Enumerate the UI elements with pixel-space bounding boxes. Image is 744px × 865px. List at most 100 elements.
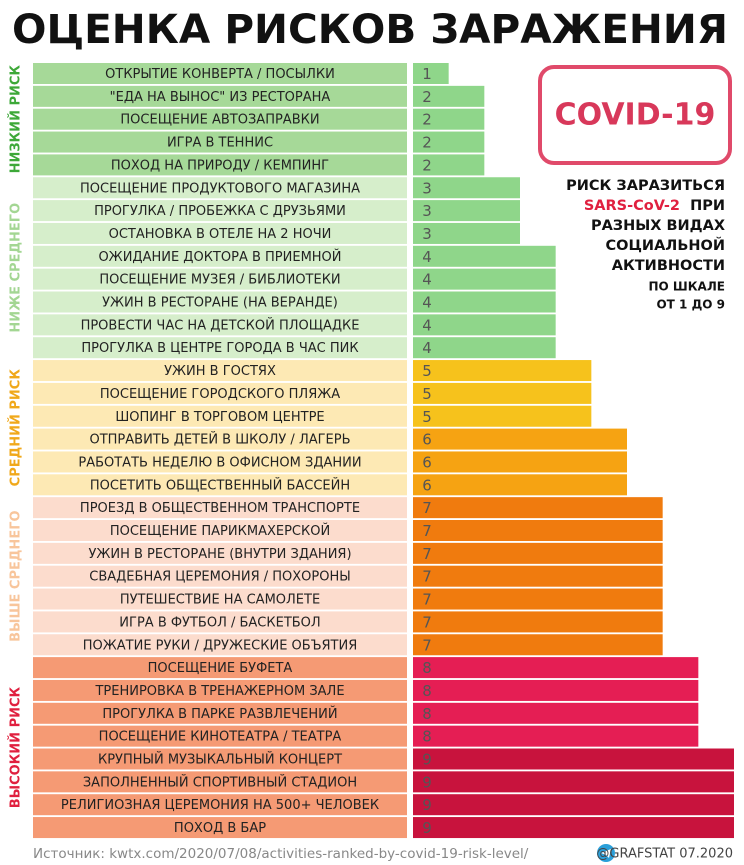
row-label: ПОЖАТИЕ РУКИ / ДРУЖЕСКИЕ ОБЪЯТИЯ [83,638,358,653]
row-label-bg [33,817,407,839]
row-label: ПРОГУЛКА В ПАРКЕ РАЗВЛЕЧЕНИЙ [102,706,337,722]
value-label: 3 [422,179,432,197]
row-label: ОСТАНОВКА В ОТЕЛЕ НА 2 НОЧИ [109,227,332,242]
row-label: ПРОВЕСТИ ЧАС НА ДЕТСКОЙ ПЛОЩАДКЕ [81,317,360,333]
row-label-bg [33,565,407,587]
row-label-bg [33,428,407,450]
group-label: ВЫСОКИЙ РИСК [8,686,24,808]
value-label: 3 [422,225,432,243]
bar [413,382,592,404]
value-label: 5 [422,408,432,426]
row-label-bg [33,382,407,404]
row-label-bg [33,360,407,382]
value-label: 6 [422,431,432,449]
value-label: 7 [422,499,432,517]
bar [413,451,627,473]
value-label: 4 [422,248,432,266]
row-label: ПОХОД В БАР [174,821,266,836]
row-label-bg [33,200,407,222]
group-label: ВЫШЕ СРЕДНЕГО [9,510,24,641]
value-label: 6 [422,453,432,471]
value-label: 4 [422,316,432,334]
row-label: СВАДЕБНАЯ ЦЕРЕМОНИЯ / ПОХОРОНЫ [89,570,350,585]
value-label: 4 [422,339,432,357]
bar [413,428,627,450]
scale-note: ПО ШКАЛЕ [648,280,725,294]
row-label: ПОСЕЩЕНИЕ ПАРИКМАХЕРСКОЙ [110,523,330,539]
value-label: 5 [422,385,432,403]
value-label: 8 [422,659,432,677]
bar [413,245,556,267]
row-label-bg [33,222,407,244]
note-line: АКТИВНОСТИ [612,258,725,274]
row-label-bg [33,268,407,290]
bar [413,131,485,153]
row-label-bg [33,245,407,267]
value-label: 9 [422,751,432,769]
value-label: 5 [422,362,432,380]
row-label: ОТКРЫТИЕ КОНВЕРТА / ПОСЫЛКИ [105,67,335,82]
bar [413,542,663,564]
row-label-bg [33,63,407,84]
value-label: 4 [422,294,432,312]
value-label: 8 [422,705,432,723]
row-label: ПРОГУЛКА В ЦЕНТРЕ ГОРОДА В ЧАС ПИК [81,341,358,356]
row-label: ПУТЕШЕСТВИЕ НА САМОЛЕТЕ [120,593,320,608]
group-label: НИЗКИЙ РИСК [8,65,24,174]
row-label: ПОСЕЩЕНИЕ ГОРОДСКОГО ПЛЯЖА [100,387,340,402]
value-label: 4 [422,271,432,289]
bar [413,771,734,793]
row-label: УЖИН В РЕСТОРАНЕ (НА ВЕРАНДЕ) [102,296,338,311]
row-label: УЖИН В ГОСТЯХ [164,364,276,379]
note-line: ПРИ [690,198,725,214]
row-label: РЕЛИГИОЗНАЯ ЦЕРЕМОНИЯ НА 500+ ЧЕЛОВЕК [61,798,379,813]
row-label: КРУПНЫЙ МУЗЫКАЛЬНЫЙ КОНЦЕРТ [98,752,342,768]
note-line: СОЦИАЛЬНОЙ [606,237,725,254]
row-label-bg [33,542,407,564]
row-label: ПОСЕЩЕНИЕ АВТОЗАПРАВКИ [120,113,319,128]
bar [413,748,734,770]
row-label: ПОСЕЩЕНИЕ ПРОДУКТОВОГО МАГАЗИНА [80,181,360,196]
value-label: 7 [422,522,432,540]
bar [413,222,520,244]
row-label-bg [33,657,407,679]
value-label: 9 [422,773,432,791]
value-label: 7 [422,613,432,631]
bar [413,177,520,199]
row-label-bg [33,451,407,473]
row-label: УЖИН В РЕСТОРАНЕ (ВНУТРИ ЗДАНИЯ) [88,547,351,562]
bar [413,611,663,633]
value-label: 2 [422,111,432,129]
row-label-bg [33,337,407,359]
value-label: 9 [422,819,432,837]
row-label-bg [33,702,407,724]
bar [413,497,663,519]
value-label: 9 [422,796,432,814]
row-label: ПОСЕЩЕНИЕ МУЗЕЯ / БИБЛИОТЕКИ [99,273,340,288]
row-label: ЗАПОЛНЕННЫЙ СПОРТИВНЫЙ СТАДИОН [83,774,357,790]
row-label-bg [33,748,407,770]
row-label-bg [33,154,407,176]
row-label-bg [33,131,407,153]
bar [413,657,699,679]
value-label: 7 [422,545,432,563]
row-label-bg [33,520,407,541]
row-label-bg [33,725,407,747]
bar [413,634,663,656]
bar [413,565,663,587]
row-label: ПРОГУЛКА / ПРОБЕЖКА С ДРУЗЬЯМИ [94,204,346,219]
bar [413,405,592,427]
row-label: ОТПРАВИТЬ ДЕТЕЙ В ШКОЛУ / ЛАГЕРЬ [89,432,350,448]
row-label: РАБОТАТЬ НЕДЕЛЮ В ОФИСНОМ ЗДАНИИ [78,455,361,470]
row-label-bg [33,177,407,199]
value-label: 8 [422,728,432,746]
scale-note: ОТ 1 ДО 9 [656,298,725,312]
stamp-frame [538,65,732,165]
bar [413,108,485,130]
bar [413,817,734,839]
chart-title: ОЦЕНКА РИСКОВ ЗАРАЖЕНИЯ [12,7,728,53]
row-label: ШОПИНГ В ТОРГОВОМ ЦЕНТРЕ [115,410,324,425]
source: Источник: kwtx.com/2020/07/08/activities… [33,846,529,862]
value-label: 1 [422,65,432,83]
